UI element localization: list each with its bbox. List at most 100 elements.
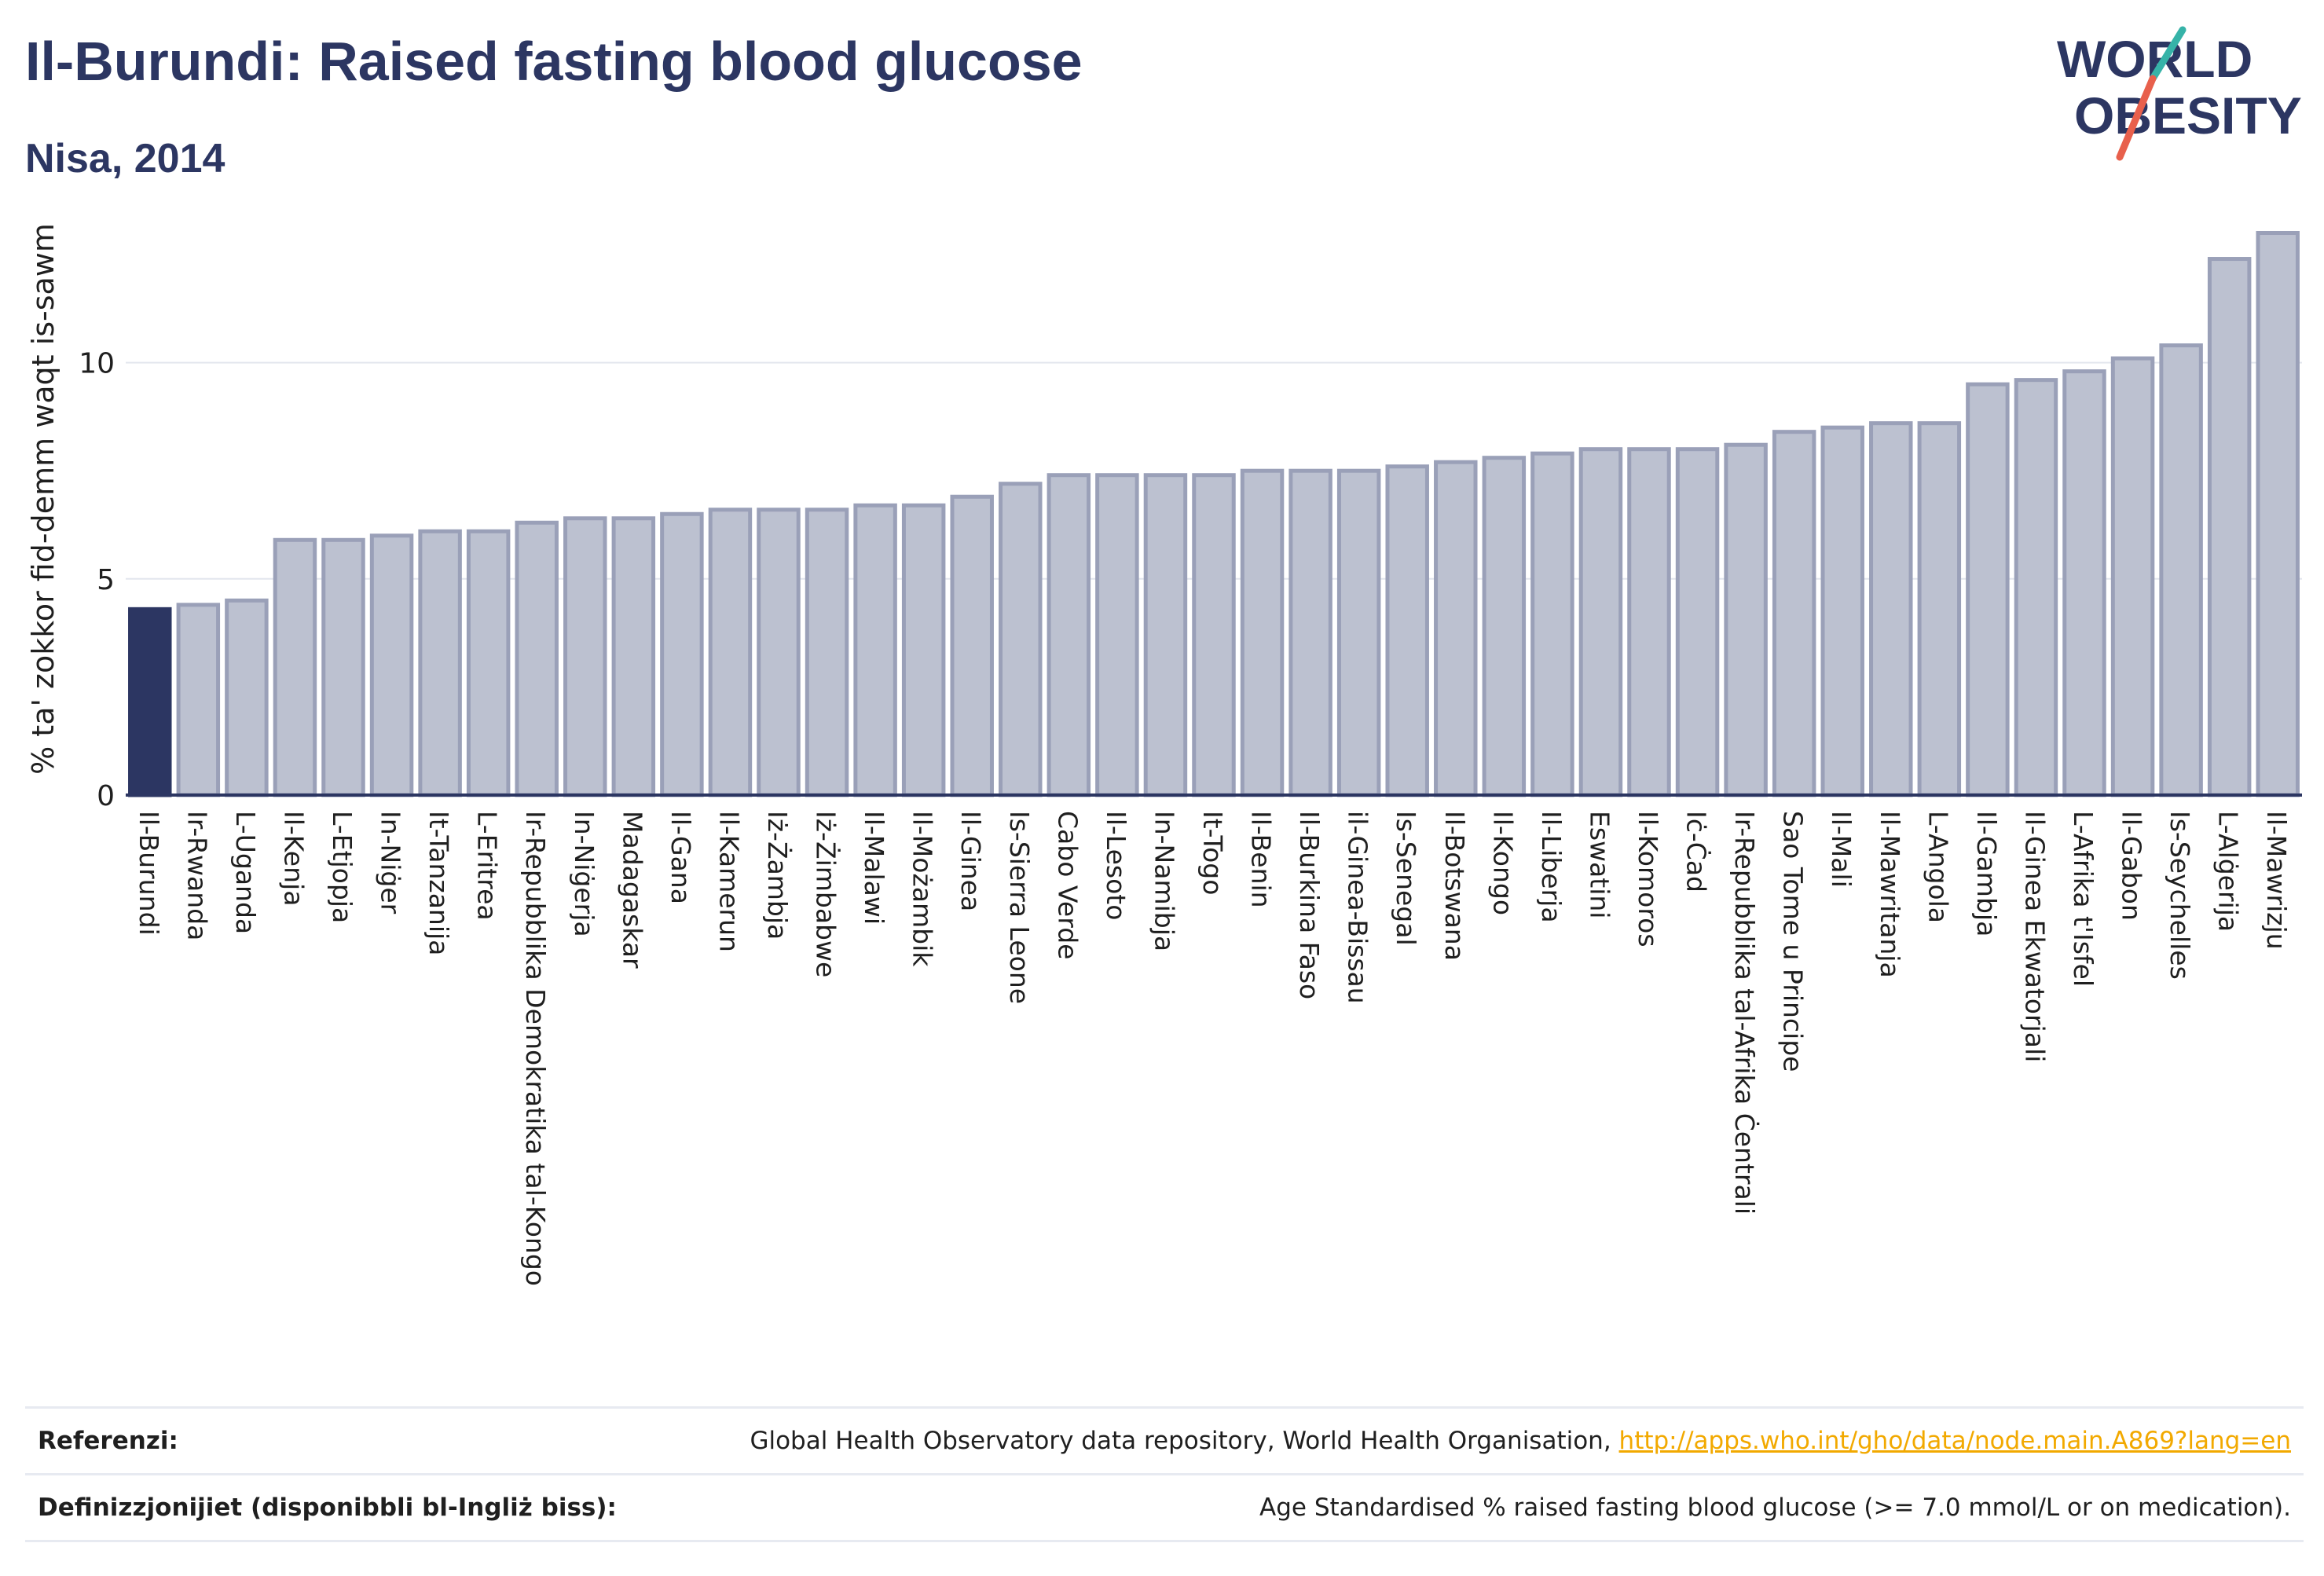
- bar-40: [2014, 378, 2058, 797]
- bar-21: [1095, 473, 1139, 797]
- bar-3: [225, 598, 269, 797]
- x-tick-label: Eswatini: [1584, 811, 1615, 918]
- x-tick-label: Il-Możambik: [907, 811, 938, 967]
- bar-16: [853, 503, 897, 797]
- bar-15: [805, 508, 849, 797]
- y-axis-label: % ta' zokkor fid-demm waqt is-sawm: [26, 223, 60, 775]
- x-tick-label: L-Etjopja: [327, 811, 357, 923]
- references-link[interactable]: http://apps.who.int/gho/data/node.main.A…: [1618, 1427, 2291, 1455]
- references-row: Referenzi: Global Health Observatory dat…: [25, 1406, 2304, 1473]
- bar-25: [1288, 468, 1332, 797]
- x-tick-label: Il-Kongo: [1487, 811, 1518, 915]
- bar-35: [1772, 430, 1816, 797]
- bar-31: [1578, 447, 1623, 797]
- bar-36: [1820, 425, 1864, 797]
- bar-28: [1434, 460, 1478, 797]
- bar-20: [1047, 473, 1091, 797]
- x-tick-label: Il-Botswana: [1439, 811, 1470, 961]
- x-tick-label: Il-Gabon: [2117, 811, 2147, 921]
- x-tick-label: Il-Gambja: [1971, 811, 2002, 936]
- x-tick-label: Ir-Repubblika tal-Afrika Ċentrali: [1729, 811, 1761, 1215]
- x-tick-label: It-Togo: [1197, 811, 1228, 895]
- x-tick-label: Il-Lesoto: [1101, 811, 1131, 920]
- bar-17: [901, 503, 946, 797]
- bar-1: [128, 607, 172, 797]
- y-tick-label: 10: [79, 348, 115, 380]
- x-tick-label: Il-Kenja: [278, 811, 309, 906]
- bar-5: [321, 537, 365, 797]
- logo-slash-coral: [2116, 75, 2157, 161]
- x-tick-label: Is-Sierra Leone: [1004, 811, 1035, 1004]
- bar-32: [1627, 447, 1671, 797]
- y-tick-labels: 0 5 10: [79, 348, 115, 812]
- y-tick-label: 0: [97, 780, 115, 812]
- chart-subtitle: Nisa, 2014: [25, 136, 225, 181]
- chart-title: Il-Burundi: Raised fasting blood glucose: [25, 31, 1083, 92]
- bar-44: [2207, 257, 2252, 797]
- x-tick-label: Madagaskar: [617, 811, 647, 969]
- x-tick-label: In-Niġerja: [569, 811, 599, 937]
- x-tick-label: Il-Benin: [1246, 811, 1277, 908]
- x-tick-label: Il-Mawritanja: [1875, 811, 1905, 978]
- definitions-row: Definizzjonijiet (disponibbli bl-Ingliż …: [25, 1473, 2304, 1542]
- x-tick-label: Il-Burundi: [134, 811, 164, 936]
- bar-chart: 0 5 10 Il-Burundi Ir-Rwanda L-Uganda Il-Kenja…: [26, 223, 2302, 1286]
- bar-6: [369, 533, 414, 797]
- x-tick-label: In-Niġer: [376, 811, 406, 914]
- bar-45: [2256, 231, 2300, 797]
- x-tick-label: Iċ-Ċad: [1681, 811, 1713, 892]
- bar-43: [2159, 343, 2203, 797]
- bar-18: [950, 494, 994, 797]
- bar-11: [611, 516, 656, 797]
- x-tick-label: L-Afrika t'Isfel: [2068, 811, 2099, 987]
- bar-27: [1385, 464, 1429, 797]
- x-tick-label: Is-Senegal: [1391, 811, 1421, 946]
- bar-7: [418, 529, 462, 797]
- x-tick-label: L-Alġerija: [2213, 811, 2244, 932]
- x-tick-label: Is-Seychelles: [2165, 811, 2195, 980]
- bar-34: [1724, 442, 1768, 797]
- bar-8: [466, 529, 511, 797]
- bar-39: [1966, 382, 2010, 797]
- bar-37: [1869, 421, 1913, 797]
- x-tick-label: Il-Mali: [1826, 811, 1857, 888]
- bar-4: [273, 537, 317, 797]
- bar-9: [515, 520, 559, 797]
- bar-30: [1530, 451, 1574, 797]
- bar-10: [563, 516, 607, 797]
- bar-29: [1482, 456, 1527, 797]
- x-tick-label: Ir-Repubblika Demokratika tal-Kongo: [520, 811, 551, 1286]
- bar-23: [1192, 473, 1236, 797]
- x-tick-label: Ir-Rwanda: [181, 811, 212, 940]
- bar-2: [176, 603, 221, 797]
- bars: [128, 231, 2300, 797]
- bar-38: [1917, 421, 1962, 797]
- bar-12: [660, 511, 704, 797]
- x-tick-label: L-Uganda: [230, 811, 261, 934]
- world-obesity-logo: WORLD OBESITY: [2057, 26, 2302, 161]
- x-tick-label: Il-Burkina Faso: [1294, 811, 1325, 999]
- x-tick-label: Il-Mawrizju: [2261, 811, 2292, 950]
- x-tick-label: It-Tanzanija: [423, 811, 454, 955]
- references-text: Global Health Observatory data repositor…: [750, 1427, 1619, 1455]
- bar-24: [1240, 468, 1285, 797]
- x-tick-label: Sao Tome u Principe: [1778, 811, 1809, 1072]
- x-tick-labels: Il-Burundi Ir-Rwanda L-Uganda Il-Kenja L-Etj…: [134, 811, 2292, 1286]
- bar-19: [999, 482, 1043, 797]
- definitions-value: Age Standardised % raised fasting blood …: [1259, 1494, 2291, 1522]
- x-tick-label: Il-Ginea: [955, 811, 986, 911]
- bar-42: [2110, 356, 2155, 797]
- y-tick-label: 5: [97, 564, 115, 596]
- x-tick-label: il-Ginea-Bissau: [1343, 811, 1373, 1004]
- references-label: Referenzi:: [38, 1427, 178, 1455]
- x-tick-label: Cabo Verde: [1052, 811, 1083, 959]
- bar-26: [1336, 468, 1381, 797]
- logo-word-obesity: OBESITY: [2074, 86, 2302, 145]
- bar-41: [2062, 369, 2106, 797]
- x-tick-label: Il-Gana: [665, 811, 696, 904]
- x-tick-label: Iż-Żambja: [762, 811, 793, 940]
- x-tick-label: Iż-Żimbabwe: [811, 811, 841, 977]
- footer: Referenzi: Global Health Observatory dat…: [25, 1406, 2304, 1542]
- logo-slash-teal: [2149, 26, 2187, 82]
- x-tick-label: L-Angola: [1923, 811, 1953, 923]
